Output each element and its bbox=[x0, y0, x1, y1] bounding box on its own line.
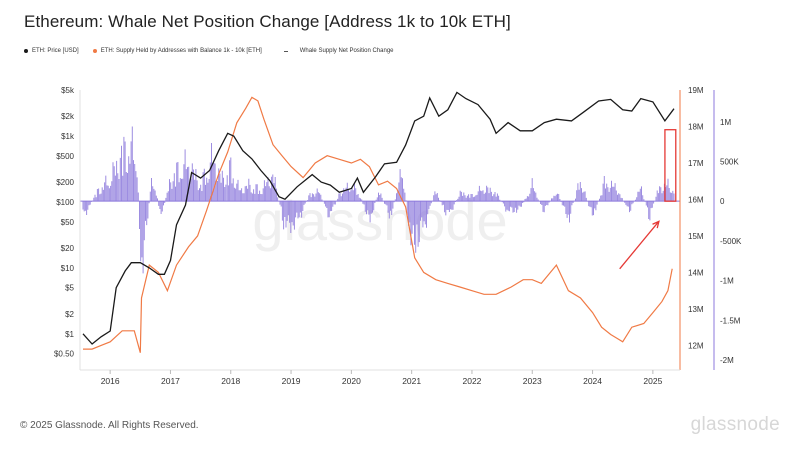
price-tick-label: $1k bbox=[61, 132, 75, 141]
netchange-tick-label: -1M bbox=[720, 277, 734, 286]
netchange-tick-label: 1M bbox=[720, 118, 731, 127]
legend: ETH: Price [USD] ETH: Supply Held by Add… bbox=[24, 48, 394, 54]
legend-marker-price bbox=[24, 49, 28, 53]
price-line bbox=[82, 91, 675, 345]
legend-marker-netchange bbox=[283, 50, 288, 52]
legend-label-price: ETH: Price [USD] bbox=[32, 48, 79, 54]
netchange-tick-label: 500K bbox=[720, 157, 739, 166]
price-tick-label: $2 bbox=[65, 310, 74, 319]
netchange-tick-label: -2M bbox=[720, 356, 734, 365]
supply-tick-label: 12M bbox=[688, 341, 704, 350]
x-tick-label: 2024 bbox=[583, 376, 602, 386]
copyright-footer: © 2025 Glassnode. All Rights Reserved. bbox=[20, 420, 199, 431]
supply-tick-label: 19M bbox=[688, 86, 704, 95]
annotation-arrow-shaft bbox=[619, 220, 660, 270]
x-tick-label: 2022 bbox=[462, 376, 481, 386]
price-series bbox=[82, 91, 675, 345]
x-tick-label: 2020 bbox=[342, 376, 361, 386]
x-tick-label: 2019 bbox=[282, 376, 301, 386]
price-tick-label: $5k bbox=[61, 86, 75, 95]
legend-item-supply[interactable]: ETH: Supply Held by Addresses with Balan… bbox=[92, 48, 262, 54]
legend-item-netchange[interactable]: Whale Supply Net Position Change bbox=[283, 48, 394, 54]
netchange-series bbox=[80, 126, 680, 274]
price-tick-label: $5 bbox=[65, 284, 74, 293]
price-tick-label: $0.50 bbox=[54, 350, 75, 359]
annotations bbox=[619, 129, 677, 270]
annotation-arrow-head bbox=[652, 220, 660, 229]
price-tick-label: $500 bbox=[56, 152, 74, 161]
netchange-tick-label: -1.5M bbox=[720, 316, 741, 325]
supply-line bbox=[83, 96, 673, 353]
legend-item-price[interactable]: ETH: Price [USD] bbox=[24, 48, 79, 54]
legend-label-netchange: Whale Supply Net Position Change bbox=[299, 48, 394, 54]
netchange-bars bbox=[82, 126, 675, 274]
price-tick-label: $2k bbox=[61, 112, 75, 121]
x-tick-label: 2025 bbox=[643, 376, 662, 386]
legend-label-supply: ETH: Supply Held by Addresses with Balan… bbox=[100, 48, 262, 54]
netchange-tick-label: -500K bbox=[720, 237, 742, 246]
x-tick-label: 2023 bbox=[523, 376, 542, 386]
price-tick-label: $200 bbox=[56, 178, 74, 187]
x-tick-label: 2018 bbox=[221, 376, 240, 386]
supply-tick-label: 18M bbox=[688, 122, 704, 131]
supply-tick-label: 13M bbox=[688, 305, 704, 314]
x-tick-label: 2017 bbox=[161, 376, 180, 386]
supply-tick-label: 17M bbox=[688, 159, 704, 168]
price-tick-label: $10 bbox=[61, 264, 75, 273]
price-tick-label: $1 bbox=[65, 330, 74, 339]
x-tick-label: 2016 bbox=[101, 376, 120, 386]
x-tick-label: 2021 bbox=[402, 376, 421, 386]
netchange-tick-label: 0 bbox=[720, 197, 725, 206]
price-tick-label: $20 bbox=[61, 244, 75, 253]
highlight-box bbox=[664, 129, 677, 202]
supply-series bbox=[83, 96, 673, 353]
supply-tick-label: 16M bbox=[688, 195, 704, 204]
legend-marker-supply bbox=[92, 49, 97, 53]
chart-title: Ethereum: Whale Net Position Change [Add… bbox=[24, 12, 511, 31]
price-tick-label: $50 bbox=[61, 218, 75, 227]
axes: $5k $2k $1k $500 $200 $100 $50 $20 $10 $5 $2 $1 $0.5… bbox=[54, 86, 742, 386]
price-tick-label: $100 bbox=[56, 198, 74, 207]
supply-tick-label: 14M bbox=[688, 268, 704, 277]
supply-tick-label: 15M bbox=[688, 232, 704, 241]
brand-logo: glassnode bbox=[690, 414, 780, 435]
